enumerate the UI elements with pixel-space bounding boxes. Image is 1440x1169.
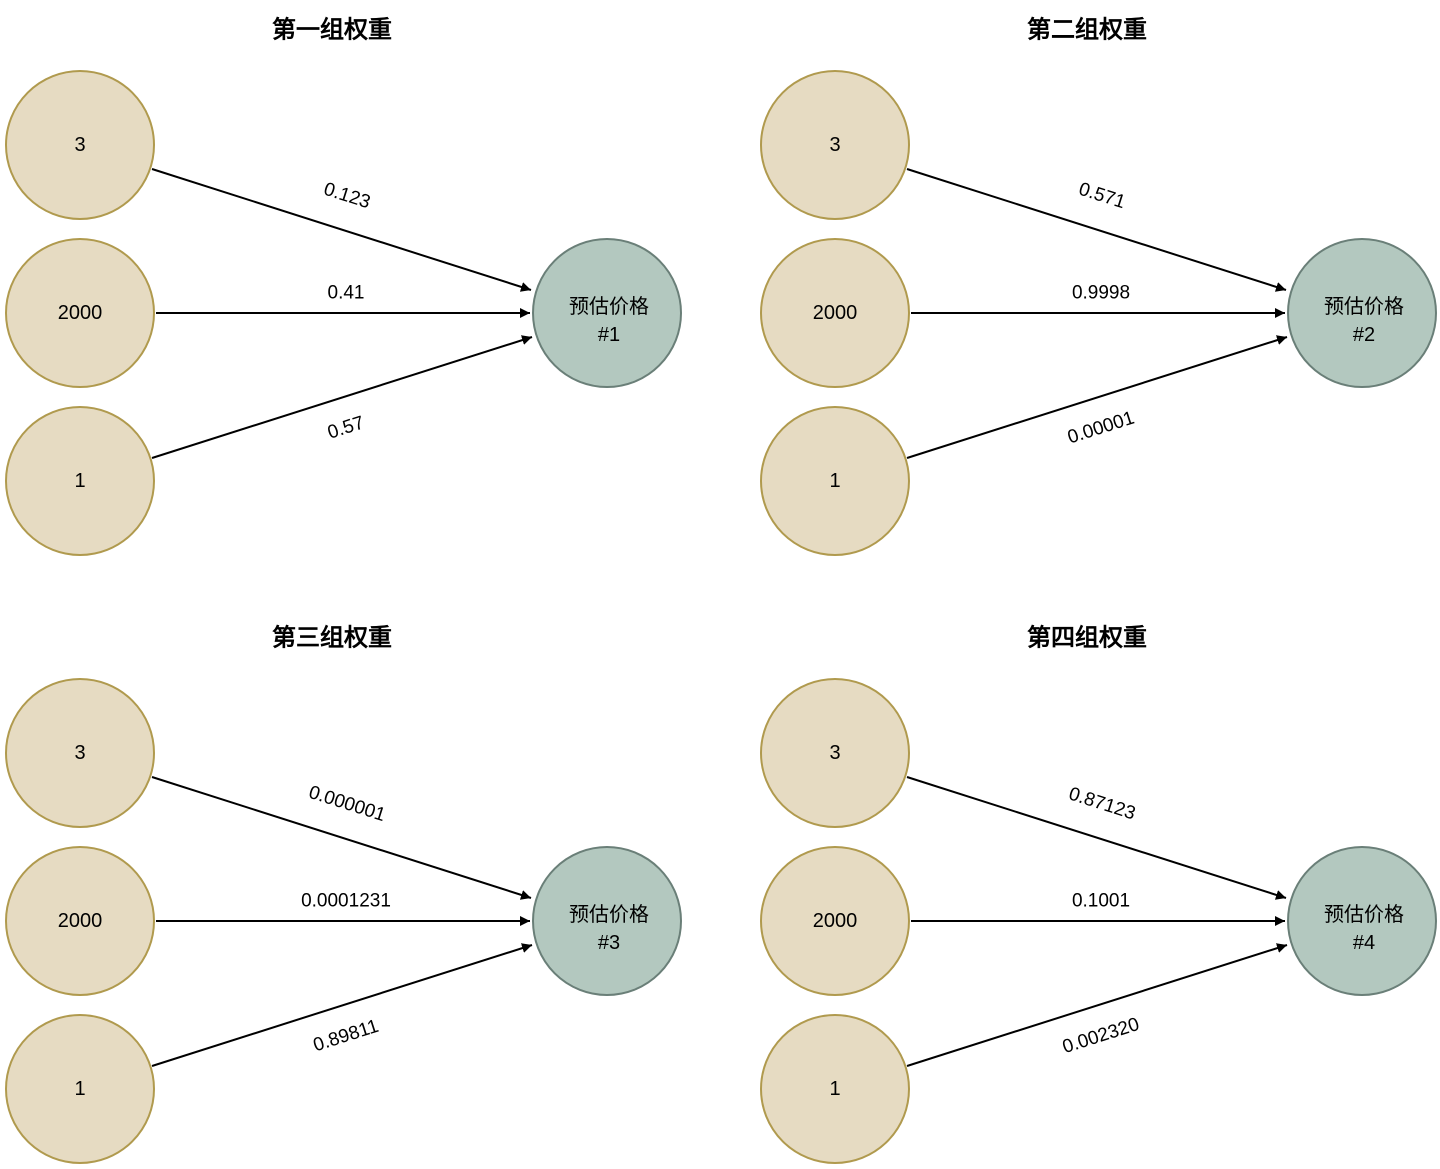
weight-label: 0.000001 xyxy=(306,782,388,826)
input-circle xyxy=(760,238,910,388)
weight-label: 0.41 xyxy=(328,283,365,304)
output-node: 预估价格 #2 xyxy=(1287,238,1437,388)
input-node: 3 xyxy=(5,70,155,220)
output-number: #2 xyxy=(1353,324,1375,346)
input-node: 2000 xyxy=(5,846,155,996)
output-label: 预估价格 xyxy=(1324,903,1404,926)
input-circle xyxy=(5,70,155,220)
output-label: 预估价格 xyxy=(569,295,649,318)
output-number: #4 xyxy=(1353,932,1375,954)
weight-edge xyxy=(151,776,532,900)
panel-4: 第四组权重 0.87123 0.1001 0.002320 3 2000 1 预估价格 #4 xyxy=(760,624,1437,1164)
weight-edge xyxy=(906,168,1287,292)
input-node: 1 xyxy=(760,406,910,556)
input-value: 2000 xyxy=(813,910,858,932)
input-circle xyxy=(5,238,155,388)
weight-edge xyxy=(906,776,1287,900)
input-node: 3 xyxy=(760,70,910,220)
weight-label: 0.1001 xyxy=(1072,891,1130,912)
panel-3: 第三组权重 0.000001 0.0001231 0.89811 3 2000 1 预估价格 #… xyxy=(5,624,682,1164)
input-node: 1 xyxy=(760,1014,910,1164)
input-value: 2000 xyxy=(813,302,858,324)
input-node: 1 xyxy=(5,1014,155,1164)
output-label: 预估价格 xyxy=(1324,295,1404,318)
weight-label: 0.002320 xyxy=(1060,1014,1142,1058)
input-circle xyxy=(760,846,910,996)
weight-edge xyxy=(151,943,533,1067)
input-node: 2000 xyxy=(5,238,155,388)
weight-label: 0.9998 xyxy=(1072,283,1130,304)
input-node: 1 xyxy=(5,406,155,556)
input-value: 3 xyxy=(829,742,840,764)
panel-1: 第一组权重 0.123 0.41 0.57 3 2000 1 预估价格 #1 xyxy=(5,16,682,556)
weight-label: 0.57 xyxy=(325,412,367,443)
input-node: 3 xyxy=(760,678,910,828)
input-circle xyxy=(760,70,910,220)
input-value: 1 xyxy=(829,470,840,492)
weight-edge xyxy=(151,335,533,459)
input-circle xyxy=(760,406,910,556)
output-label: 预估价格 xyxy=(569,903,649,926)
weight-label: 0.87123 xyxy=(1066,784,1138,825)
input-node: 3 xyxy=(5,678,155,828)
input-value: 3 xyxy=(829,134,840,156)
weight-edge xyxy=(906,335,1288,459)
panel-2: 第二组权重 0.571 0.9998 0.00001 3 2000 1 预估价格 #2 xyxy=(760,16,1437,556)
weight-label: 0.123 xyxy=(321,179,373,213)
weight-label: 0.89811 xyxy=(311,1016,381,1056)
panel-title: 第一组权重 xyxy=(272,16,392,44)
input-value: 2000 xyxy=(58,302,103,324)
output-node: 预估价格 #1 xyxy=(532,238,682,388)
input-value: 1 xyxy=(829,1078,840,1100)
weight-label: 0.0001231 xyxy=(301,891,391,912)
input-value: 1 xyxy=(74,470,85,492)
input-value: 3 xyxy=(74,742,85,764)
input-value: 1 xyxy=(74,1078,85,1100)
weight-edge xyxy=(151,168,532,292)
weight-edge xyxy=(906,943,1288,1067)
input-circle xyxy=(5,406,155,556)
input-circle xyxy=(5,846,155,996)
input-node: 2000 xyxy=(760,238,910,388)
output-circle xyxy=(532,238,682,388)
weight-label: 0.571 xyxy=(1076,179,1128,213)
input-circle xyxy=(760,1014,910,1164)
weight-label: 0.00001 xyxy=(1065,408,1137,449)
input-circle xyxy=(760,678,910,828)
input-value: 3 xyxy=(74,134,85,156)
output-node: 预估价格 #3 xyxy=(532,846,682,996)
input-node: 2000 xyxy=(760,846,910,996)
output-circle xyxy=(1287,846,1437,996)
output-circle xyxy=(1287,238,1437,388)
panel-title: 第二组权重 xyxy=(1027,16,1147,44)
output-circle xyxy=(532,846,682,996)
output-number: #1 xyxy=(598,324,620,346)
panel-title: 第四组权重 xyxy=(1027,624,1147,652)
output-node: 预估价格 #4 xyxy=(1287,846,1437,996)
input-value: 2000 xyxy=(58,910,103,932)
panel-title: 第三组权重 xyxy=(272,624,392,652)
input-circle xyxy=(5,678,155,828)
input-circle xyxy=(5,1014,155,1164)
output-number: #3 xyxy=(598,932,620,954)
